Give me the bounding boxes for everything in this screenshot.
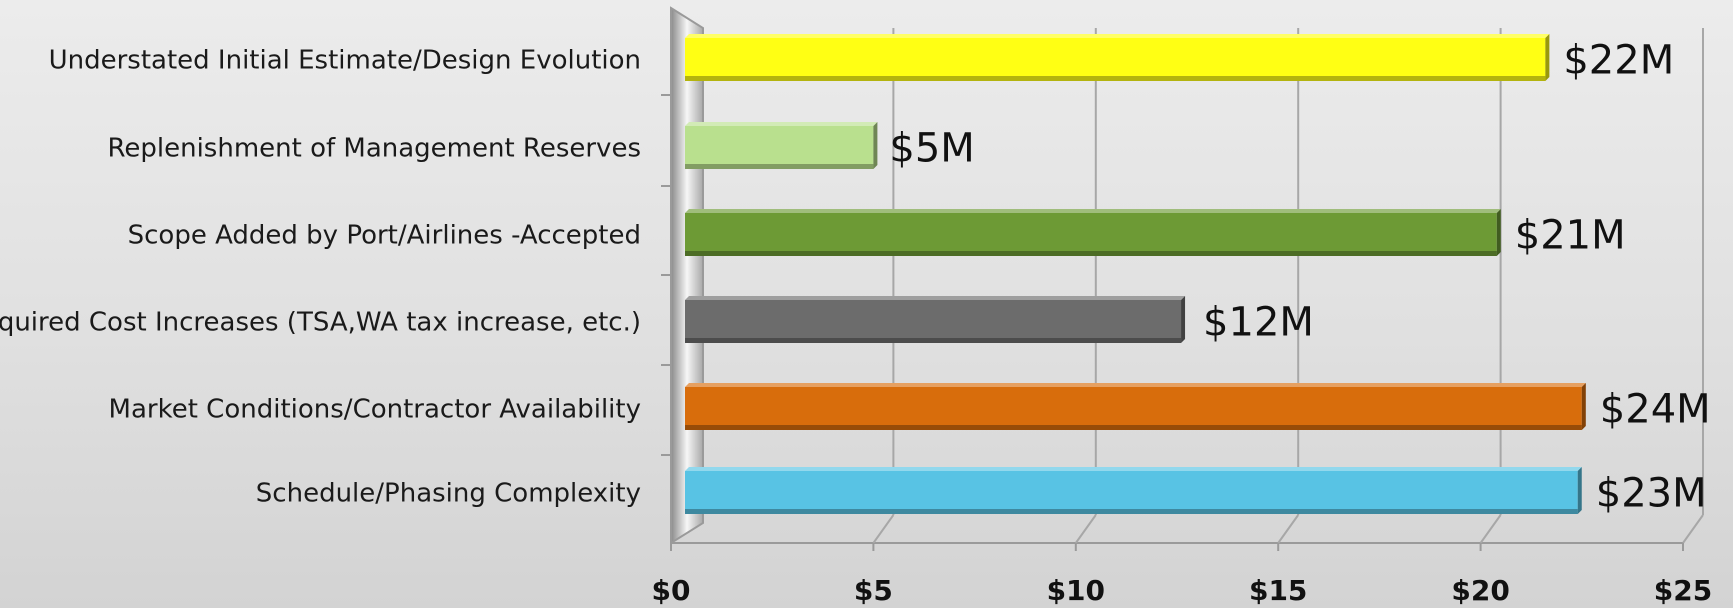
bar-end-face	[1545, 34, 1550, 81]
bar-front-face	[685, 38, 1546, 81]
bar-bottom-edge	[685, 164, 874, 169]
bar-top-face	[685, 467, 1582, 471]
chart-gridlines	[670, 28, 1704, 551]
bar-end-face	[1581, 383, 1586, 430]
x-axis-tick-labels: $0 $5 $10 $15 $20 $25	[652, 574, 1713, 607]
bar	[685, 467, 1582, 514]
bar-front-face	[685, 126, 874, 169]
data-label: $24M	[1600, 387, 1711, 433]
bar-bottom-edge	[685, 251, 1497, 256]
floor-gridline	[872, 514, 895, 544]
data-label: $5M	[889, 126, 974, 172]
category-label: Replenishment of Management Reserves	[107, 134, 641, 164]
bar-front-face	[685, 300, 1182, 343]
bar	[685, 122, 878, 169]
chart-axes	[661, 6, 1683, 545]
bar-bottom-edge	[685, 338, 1182, 343]
side-wall	[670, 6, 704, 545]
floor-gridline	[1277, 514, 1300, 544]
bar	[685, 383, 1586, 430]
bar-front-face	[685, 387, 1582, 430]
bar-end-face	[1577, 467, 1582, 514]
bar-front-face	[685, 213, 1497, 256]
x-tick-label: $0	[652, 574, 691, 607]
bar-end-face	[1496, 209, 1501, 256]
category-label: Understated Initial Estimate/Design Evol…	[49, 46, 641, 76]
x-tick-label: $10	[1047, 574, 1105, 607]
bar-bottom-edge	[685, 509, 1578, 514]
bar-top-face	[685, 383, 1586, 387]
data-label: $22M	[1563, 38, 1674, 84]
x-tick-label: $25	[1654, 574, 1712, 607]
bar-end-face	[1181, 296, 1186, 343]
bar-top-face	[685, 209, 1501, 213]
bar-bottom-edge	[685, 425, 1582, 430]
bar	[685, 34, 1550, 81]
bar-front-face	[685, 471, 1578, 514]
category-label: Required Cost Increases (TSA,WA tax incr…	[0, 308, 641, 338]
data-label: $12M	[1203, 300, 1314, 346]
category-label: Market Conditions/Contractor Availabilit…	[109, 395, 641, 425]
bar-top-face	[685, 296, 1186, 300]
data-labels: $22M $5M $21M $12M $24M $23M	[889, 38, 1710, 517]
data-label: $23M	[1596, 471, 1707, 517]
floor-gridline	[1479, 514, 1502, 544]
category-label: Schedule/Phasing Complexity	[256, 479, 641, 509]
bar	[685, 296, 1186, 343]
category-label: Scope Added by Port/Airlines -Accepted	[128, 221, 641, 251]
category-labels: Understated Initial Estimate/Design Evol…	[0, 46, 641, 509]
data-label: $21M	[1515, 213, 1626, 259]
bar-top-face	[685, 122, 878, 126]
x-tick-label: $20	[1451, 574, 1509, 607]
x-tick-label: $5	[854, 574, 893, 607]
floor-gridline	[1074, 514, 1097, 544]
bar-end-face	[873, 122, 878, 169]
bar	[685, 209, 1501, 256]
bar-top-face	[685, 34, 1550, 38]
chart-bars	[685, 34, 1586, 514]
bar-bottom-edge	[685, 76, 1546, 81]
floor-gridline	[1682, 514, 1704, 544]
x-tick-label: $15	[1249, 574, 1307, 607]
